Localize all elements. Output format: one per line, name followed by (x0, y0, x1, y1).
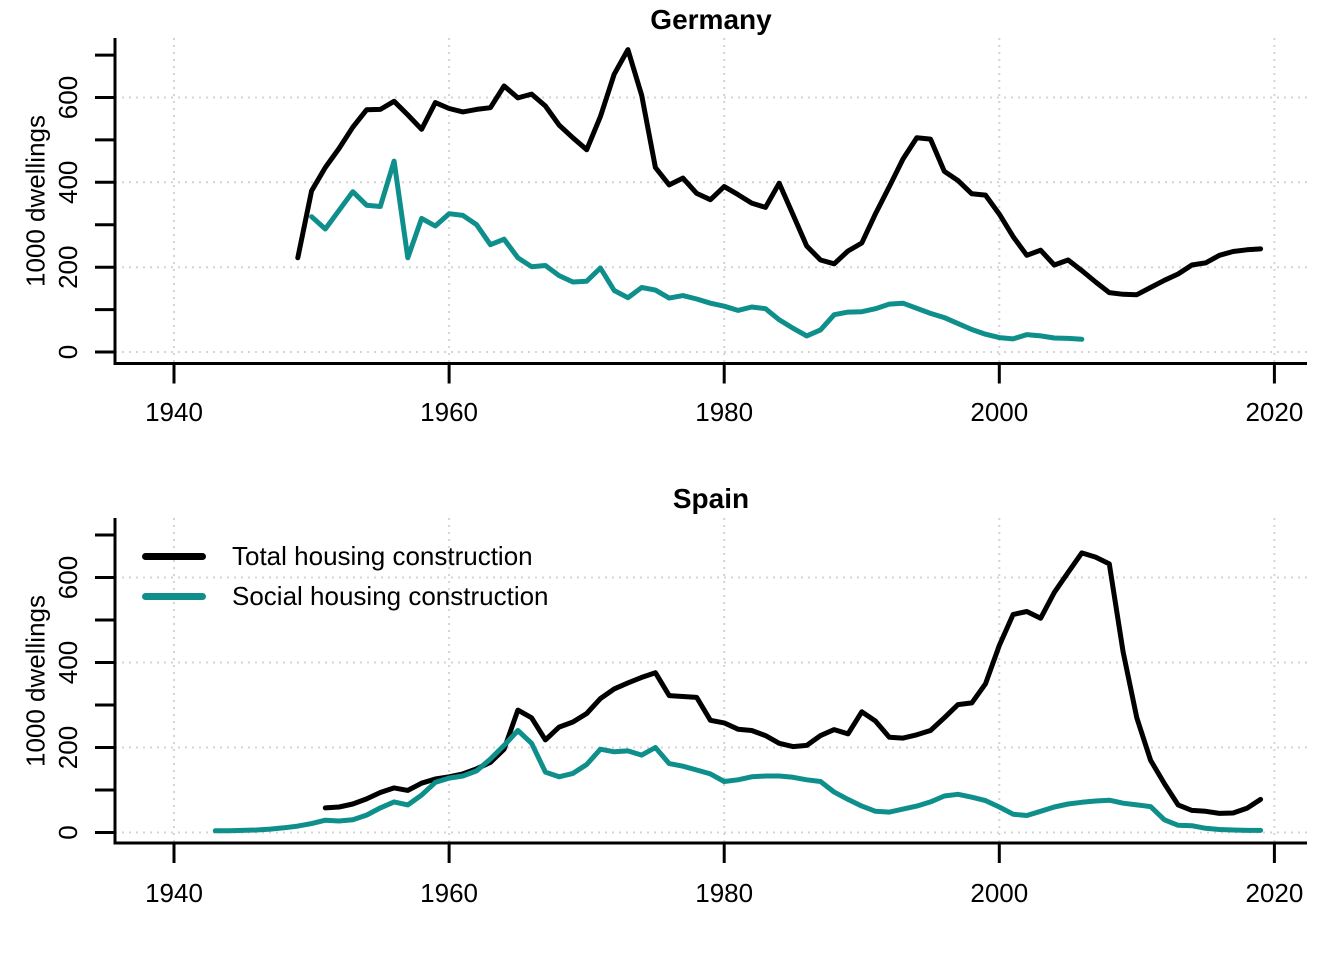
social-line-swatch (142, 592, 206, 600)
y-tick-label-germany: 400 (53, 161, 83, 204)
y-tick-label-germany: 200 (53, 246, 83, 289)
y-tick-label-spain: 200 (53, 726, 83, 769)
y-tick-label-spain: 0 (53, 825, 83, 839)
spain-y-axis-title: 1000 dwellings (20, 594, 51, 768)
series-line-germany-total (295, 47, 1264, 298)
y-tick-label-spain: 600 (53, 556, 83, 599)
legend-row-social: Social housing construction (142, 576, 549, 616)
x-tick-label-spain: 1980 (695, 878, 753, 908)
y-tick-label-germany: 0 (53, 345, 83, 359)
x-tick-label-germany: 1960 (420, 397, 478, 427)
x-tick-label-spain: 1960 (420, 878, 478, 908)
legend-label-total: Total housing construction (232, 540, 533, 571)
x-tick-label-spain: 1940 (145, 878, 203, 908)
legend: Total housing construction Social housin… (142, 536, 549, 616)
x-tick-label-germany: 2020 (1245, 397, 1303, 427)
series-line-spain-social (212, 728, 1264, 834)
legend-label-social: Social housing construction (232, 580, 549, 611)
spain-panel-title: Spain (672, 483, 750, 514)
x-tick-label-spain: 2020 (1245, 878, 1303, 908)
legend-row-total: Total housing construction (142, 536, 549, 576)
total-line-swatch (142, 552, 206, 560)
y-tick-label-spain: 400 (53, 641, 83, 684)
y-tick-label-germany: 600 (53, 76, 83, 119)
germany-y-axis-title: 1000 dwellings (20, 114, 51, 288)
x-tick-label-germany: 1980 (695, 397, 753, 427)
x-tick-label-germany: 2000 (970, 397, 1028, 427)
germany-panel-title: Germany (650, 4, 772, 35)
series-line-germany-social (309, 158, 1085, 342)
x-tick-label-germany: 1940 (145, 397, 203, 427)
x-tick-label-spain: 2000 (970, 878, 1028, 908)
